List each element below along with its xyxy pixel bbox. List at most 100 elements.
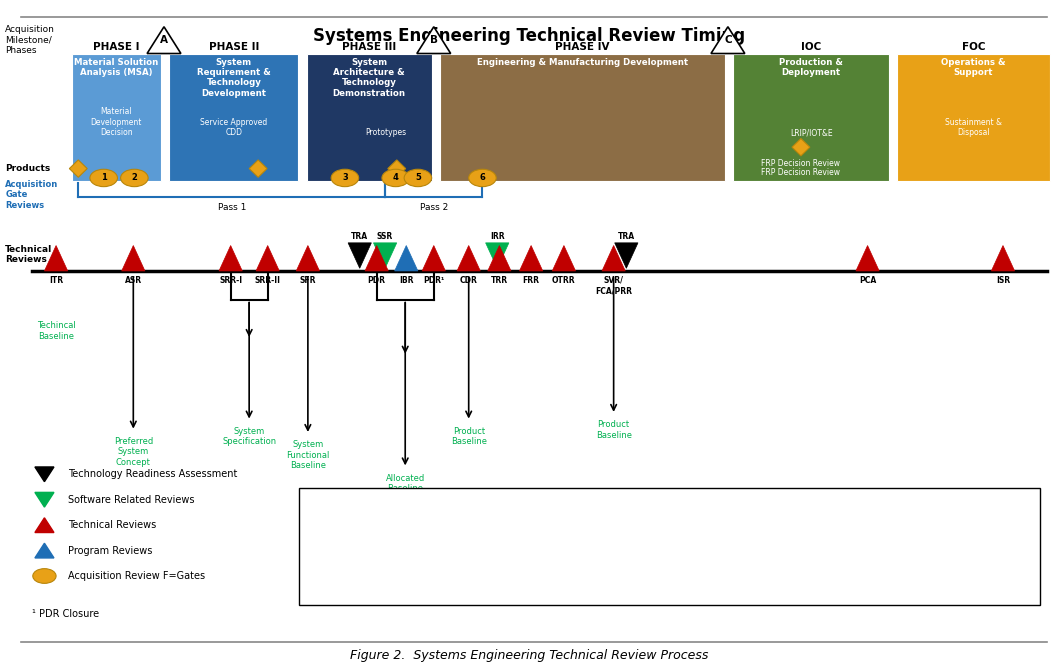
Text: ISR: ISR (996, 276, 1010, 284)
Polygon shape (35, 543, 54, 558)
FancyBboxPatch shape (299, 488, 1040, 605)
Text: Sustainment &
Disposal: Sustainment & Disposal (945, 118, 1002, 137)
Polygon shape (35, 467, 54, 482)
Text: PHASE III: PHASE III (342, 42, 397, 52)
Circle shape (90, 169, 117, 187)
Text: C: C (724, 35, 732, 45)
Text: Program Reviews: Program Reviews (68, 546, 152, 555)
Text: Software Related Reviews: Software Related Reviews (68, 495, 195, 504)
Text: PDR – Preliminary Design Review: PDR – Preliminary Design Review (551, 572, 691, 581)
Circle shape (33, 569, 56, 583)
Text: FRP Decision Review: FRP Decision Review (762, 159, 840, 168)
Polygon shape (70, 160, 87, 177)
Text: Pass 2: Pass 2 (420, 203, 448, 211)
Circle shape (382, 169, 409, 187)
Text: Products: Products (5, 164, 51, 173)
Text: TRR: TRR (491, 276, 508, 284)
Text: IRR: IRR (490, 232, 505, 241)
Text: FRR– Flight Readiness Review: FRR– Flight Readiness Review (305, 553, 431, 561)
Polygon shape (422, 246, 445, 271)
FancyBboxPatch shape (733, 54, 889, 181)
Polygon shape (35, 518, 54, 533)
Polygon shape (296, 246, 320, 271)
Text: 6: 6 (479, 173, 486, 183)
Text: 1: 1 (101, 173, 107, 183)
Text: ¹ PDR Closure: ¹ PDR Closure (32, 609, 98, 619)
Text: Product
Baseline: Product Baseline (451, 427, 487, 446)
Polygon shape (417, 27, 451, 54)
Polygon shape (147, 27, 181, 54)
Polygon shape (373, 243, 397, 268)
Text: PCA – Physical Configuration Audit: PCA – Physical Configuration Audit (551, 553, 697, 561)
Text: 2: 2 (131, 173, 138, 183)
Polygon shape (395, 246, 418, 271)
Circle shape (404, 169, 432, 187)
Text: Systems Engineering Technical Review Timing: Systems Engineering Technical Review Tim… (313, 27, 745, 45)
FancyBboxPatch shape (169, 54, 298, 181)
Text: SVR/
FCA/PRR: SVR/ FCA/PRR (596, 276, 632, 295)
Text: Prototypes: Prototypes (366, 128, 406, 137)
Text: SVR – System Verification Review: SVR – System Verification Review (799, 572, 940, 581)
Text: Figure 2.  Systems Engineering Technical Review Process: Figure 2. Systems Engineering Technical … (350, 649, 708, 662)
Polygon shape (488, 246, 511, 271)
Circle shape (331, 169, 359, 187)
Text: Pass 1: Pass 1 (218, 203, 245, 211)
Text: ISR – In-Service Review: ISR – In-Service Review (551, 494, 650, 502)
Text: Acquisition
Gate
Reviews: Acquisition Gate Reviews (5, 180, 58, 210)
FancyBboxPatch shape (440, 54, 725, 181)
Polygon shape (519, 246, 543, 271)
Text: SFR: SFR (299, 276, 316, 284)
Polygon shape (348, 243, 371, 268)
Text: Production &
Deployment: Production & Deployment (779, 58, 843, 77)
Text: SFR – System Functional Review: SFR – System Functional Review (799, 513, 934, 522)
FancyBboxPatch shape (897, 54, 1050, 181)
Text: A: A (160, 35, 168, 45)
Polygon shape (486, 243, 509, 268)
Text: IOC: IOC (801, 42, 821, 52)
Text: 3: 3 (342, 173, 348, 183)
Polygon shape (250, 160, 267, 177)
Polygon shape (35, 492, 54, 507)
Text: FCA – Functional Configuration Audit: FCA – Functional Configuration Audit (305, 533, 459, 542)
Text: IBR – Integrated Baseline Review: IBR – Integrated Baseline Review (305, 572, 444, 581)
Text: FOC: FOC (962, 42, 985, 52)
Polygon shape (856, 246, 879, 271)
Text: Acquisition
Milestone/
Phases: Acquisition Milestone/ Phases (5, 25, 55, 56)
Text: SRR-II: SRR-II (255, 276, 280, 284)
Text: 4: 4 (393, 173, 399, 183)
Text: Material
Development
Decision: Material Development Decision (91, 107, 142, 137)
Text: Service Approved
CDD: Service Approved CDD (200, 118, 268, 137)
Text: ASR: ASR (125, 276, 142, 284)
Text: Allocated
Baseline: Allocated Baseline (385, 474, 425, 493)
Polygon shape (219, 246, 242, 271)
FancyBboxPatch shape (307, 54, 432, 181)
Text: PHASE IV: PHASE IV (555, 42, 609, 52)
Text: SRR-I: SRR-I (219, 276, 242, 284)
Text: Acquisition Review F=Gates: Acquisition Review F=Gates (68, 571, 205, 581)
Text: OTRR – Operational Test Readiness Review: OTRR – Operational Test Readiness Review (551, 533, 731, 542)
Text: OTRR: OTRR (552, 276, 576, 284)
Text: Technology Readiness Assessment: Technology Readiness Assessment (68, 470, 237, 479)
Text: System
Requirement &
Technology
Development: System Requirement & Technology Developm… (197, 58, 271, 98)
Circle shape (121, 169, 148, 187)
Text: System
Specification: System Specification (222, 427, 276, 446)
Text: ITR – Initial Technical Review: ITR – Initial Technical Review (551, 513, 672, 522)
Polygon shape (457, 246, 480, 271)
Text: Preferred
System
Concept: Preferred System Concept (113, 437, 153, 467)
Text: PHASE II: PHASE II (208, 42, 259, 52)
Text: 5: 5 (415, 173, 421, 183)
Polygon shape (602, 246, 625, 271)
Text: SSR: SSR (377, 232, 394, 241)
Text: IRR – Integration Readiness Review: IRR – Integration Readiness Review (305, 591, 454, 600)
Text: SRR – System Requirements Review: SRR – System Requirements Review (799, 533, 950, 542)
Text: B: B (430, 35, 438, 45)
Text: Techincal
Baseline: Techincal Baseline (37, 321, 75, 341)
Polygon shape (991, 246, 1015, 271)
Text: CDR – Critical Design Review: CDR – Critical Design Review (305, 513, 426, 522)
Text: ITR: ITR (49, 276, 63, 284)
Text: FRP Decision Review: FRP Decision Review (762, 169, 840, 177)
Text: Technical Reviews: Technical Reviews (68, 520, 156, 530)
Text: PCA: PCA (859, 276, 876, 284)
Text: PDR – Preliminary Design Review: PDR – Preliminary Design Review (551, 591, 691, 600)
Polygon shape (44, 246, 68, 271)
